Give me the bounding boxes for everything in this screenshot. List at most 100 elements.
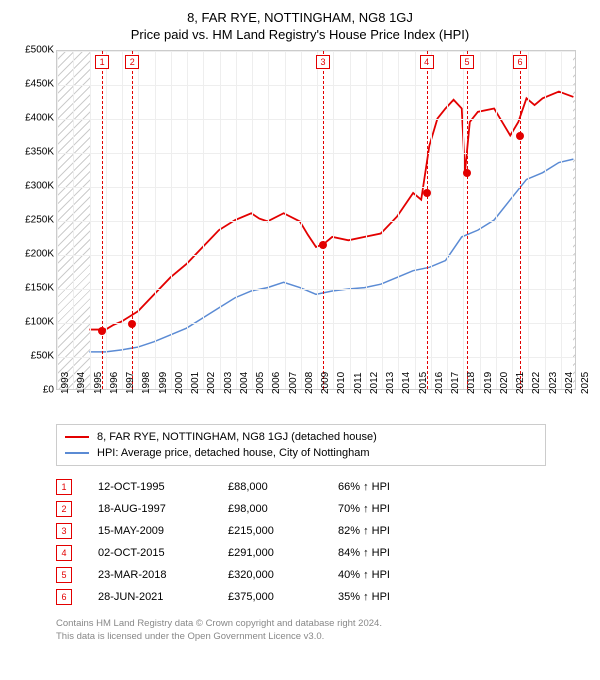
sale-row-date: 15-MAY-2009 — [98, 525, 228, 537]
sale-row-date: 18-AUG-1997 — [98, 503, 228, 515]
sale-row-date: 12-OCT-1995 — [98, 481, 228, 493]
x-axis-label: 2011 — [353, 372, 364, 394]
sale-row-number: 1 — [56, 479, 72, 495]
x-axis-label: 1996 — [109, 372, 120, 394]
x-axis-label: 2002 — [206, 372, 217, 394]
x-axis-label: 1997 — [125, 372, 136, 394]
sales-table: 112-OCT-1995£88,00066% ↑ HPI218-AUG-1997… — [56, 476, 588, 608]
x-axis-label: 2021 — [515, 372, 526, 394]
x-axis-label: 1994 — [76, 372, 87, 394]
y-axis-label: £350K — [25, 147, 54, 158]
sale-marker-line — [132, 51, 133, 389]
sale-row-pct: 70% ↑ HPI — [338, 503, 448, 515]
legend-swatch — [65, 452, 89, 454]
arrow-up-icon: ↑ — [363, 525, 369, 537]
sale-row-pct: 35% ↑ HPI — [338, 591, 448, 603]
chart-container: 8, FAR RYE, NOTTINGHAM, NG8 1GJ Price pa… — [0, 0, 600, 680]
y-axis-label: £150K — [25, 283, 54, 294]
sale-row-number: 5 — [56, 567, 72, 583]
x-axis-label: 2003 — [223, 372, 234, 394]
x-axis-label: 2018 — [466, 372, 477, 394]
x-axis-label: 2006 — [271, 372, 282, 394]
sale-row-pct: 40% ↑ HPI — [338, 569, 448, 581]
x-axis-label: 2015 — [418, 372, 429, 394]
x-axis-label: 2016 — [434, 372, 445, 394]
arrow-up-icon: ↑ — [363, 569, 369, 581]
arrow-up-icon: ↑ — [363, 503, 369, 515]
sale-marker-dot — [423, 189, 431, 197]
sale-row-pct: 82% ↑ HPI — [338, 525, 448, 537]
x-axis-label: 2025 — [580, 372, 591, 394]
sale-row-pct: 84% ↑ HPI — [338, 547, 448, 559]
sale-row-date: 28-JUN-2021 — [98, 591, 228, 603]
x-axis-label: 2010 — [336, 372, 347, 394]
x-axis-label: 2013 — [385, 372, 396, 394]
x-axis-label: 2019 — [483, 372, 494, 394]
x-axis-label: 2007 — [288, 372, 299, 394]
sale-row-number: 6 — [56, 589, 72, 605]
x-axis-label: 2005 — [255, 372, 266, 394]
sale-marker-line — [102, 51, 103, 389]
y-axis-label: £250K — [25, 215, 54, 226]
legend-item: HPI: Average price, detached house, City… — [65, 445, 537, 461]
x-axis-label: 2022 — [531, 372, 542, 394]
sale-row: 3 15-MAY-2009£215,00082% ↑ HPI — [56, 520, 588, 542]
sale-marker-number: 3 — [316, 55, 330, 69]
y-axis-label: £400K — [25, 113, 54, 124]
x-axis-label: 2024 — [564, 372, 575, 394]
sale-marker-number: 4 — [420, 55, 434, 69]
sale-marker-number: 6 — [513, 55, 527, 69]
x-axis-label: 2000 — [174, 372, 185, 394]
legend-swatch — [65, 436, 89, 438]
sale-marker-line — [467, 51, 468, 389]
sale-marker-dot — [463, 169, 471, 177]
y-axis-label: £200K — [25, 249, 54, 260]
y-axis-label: £500K — [25, 45, 54, 56]
legend-item: 8, FAR RYE, NOTTINGHAM, NG8 1GJ (detache… — [65, 429, 537, 445]
legend-label: 8, FAR RYE, NOTTINGHAM, NG8 1GJ (detache… — [97, 431, 377, 443]
sale-marker-line — [323, 51, 324, 389]
x-axis-label: 1998 — [141, 372, 152, 394]
y-axis-label: £0 — [43, 385, 54, 396]
plot-area: 123456 — [56, 50, 576, 390]
sale-row: 523-MAR-2018£320,00040% ↑ HPI — [56, 564, 588, 586]
chart-subtitle: Price paid vs. HM Land Registry's House … — [12, 27, 588, 42]
x-axis-label: 1995 — [93, 372, 104, 394]
x-axis-label: 2017 — [450, 372, 461, 394]
sale-row: 402-OCT-2015£291,00084% ↑ HPI — [56, 542, 588, 564]
sale-marker-line — [520, 51, 521, 389]
x-axis-label: 2009 — [320, 372, 331, 394]
x-axis-label: 2023 — [548, 372, 559, 394]
attribution: Contains HM Land Registry data © Crown c… — [56, 618, 588, 644]
sale-marker-dot — [98, 327, 106, 335]
x-axis-label: 2004 — [239, 372, 250, 394]
sale-row-number: 3 — [56, 523, 72, 539]
sale-marker-dot — [516, 132, 524, 140]
y-axis-label: £300K — [25, 181, 54, 192]
sale-row-date: 02-OCT-2015 — [98, 547, 228, 559]
sale-marker-dot — [128, 320, 136, 328]
y-axis-label: £100K — [25, 317, 54, 328]
sale-marker-number: 1 — [95, 55, 109, 69]
sale-row-number: 2 — [56, 501, 72, 517]
sale-marker-number: 2 — [125, 55, 139, 69]
x-axis-label: 2012 — [369, 372, 380, 394]
sale-row-price: £320,000 — [228, 569, 338, 581]
attribution-line2: This data is licensed under the Open Gov… — [56, 631, 588, 644]
x-axis-label: 1993 — [60, 372, 71, 394]
sale-row: 6 28-JUN-2021£375,00035% ↑ HPI — [56, 586, 588, 608]
sale-row-pct: 66% ↑ HPI — [338, 481, 448, 493]
sale-row: 112-OCT-1995£88,00066% ↑ HPI — [56, 476, 588, 498]
line-chart-svg — [57, 51, 575, 389]
arrow-up-icon: ↑ — [363, 547, 369, 559]
sale-row-price: £215,000 — [228, 525, 338, 537]
x-axis-label: 2020 — [499, 372, 510, 394]
x-axis-label: 2014 — [401, 372, 412, 394]
sale-row-price: £375,000 — [228, 591, 338, 603]
legend: 8, FAR RYE, NOTTINGHAM, NG8 1GJ (detache… — [56, 424, 546, 466]
sale-marker-dot — [319, 241, 327, 249]
legend-label: HPI: Average price, detached house, City… — [97, 447, 370, 459]
attribution-line1: Contains HM Land Registry data © Crown c… — [56, 618, 588, 631]
sale-row: 218-AUG-1997£98,00070% ↑ HPI — [56, 498, 588, 520]
sale-row-number: 4 — [56, 545, 72, 561]
